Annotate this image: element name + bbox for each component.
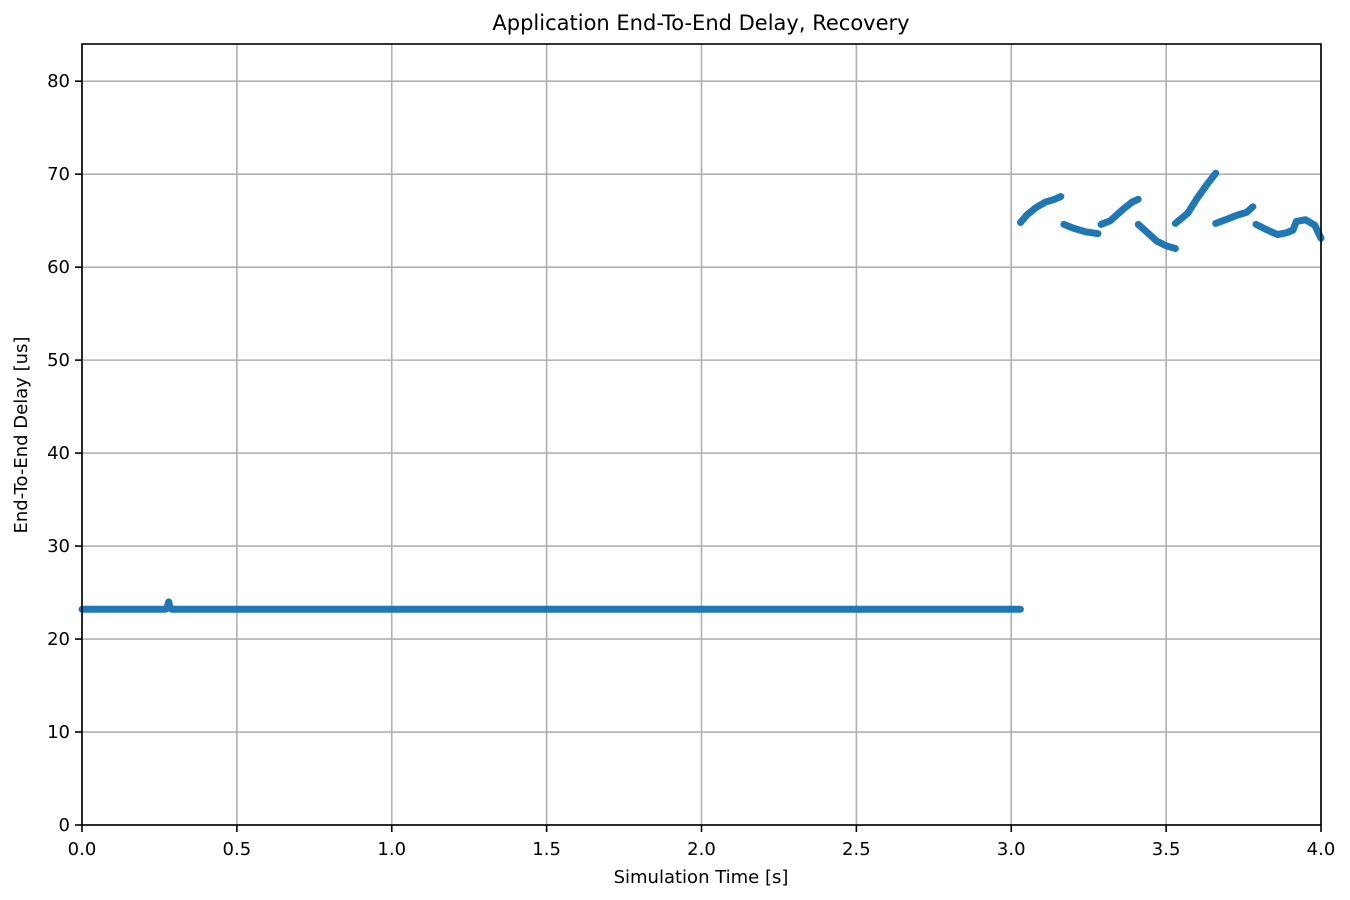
y-tick-label-8: 80 <box>47 71 70 92</box>
series-0-segment-5 <box>1171 169 1220 227</box>
x-tick-label-1: 0.5 <box>223 839 252 860</box>
x-tick-label-8: 4.0 <box>1307 839 1336 860</box>
chart-title: Application End-To-End Delay, Recovery <box>492 11 909 35</box>
series-layer <box>78 169 1325 613</box>
x-tick-label-0: 0.0 <box>68 839 97 860</box>
y-axis-label: End-To-End Delay [us] <box>11 337 32 534</box>
y-tick-label-4: 40 <box>47 443 70 464</box>
x-tick-label-3: 1.5 <box>532 839 561 860</box>
y-tick-label-3: 30 <box>47 536 70 557</box>
x-tick-label-7: 3.5 <box>1152 839 1181 860</box>
series-0-segment-6 <box>1212 203 1257 227</box>
y-tick-label-2: 20 <box>47 629 70 650</box>
y-tick-label-0: 0 <box>59 815 70 836</box>
x-axis-label: Simulation Time [s] <box>614 867 789 888</box>
grid-lines <box>81 44 1322 826</box>
y-tick-label-5: 50 <box>47 350 70 371</box>
series-0-segment-7 <box>1252 216 1325 242</box>
y-tick-label-1: 10 <box>47 722 70 743</box>
series-0-segment-4 <box>1134 220 1179 252</box>
y-axis: 0 10 20 30 40 50 60 70 80 <box>47 71 82 836</box>
x-tick-label-6: 3.0 <box>997 839 1026 860</box>
x-tick-label-5: 2.5 <box>842 839 871 860</box>
series-0-segment-3 <box>1097 195 1142 228</box>
x-tick-label-4: 2.0 <box>687 839 716 860</box>
series-0-segment-2 <box>1060 220 1102 238</box>
x-axis: 0.0 0.5 1.0 1.5 2.0 2.5 3.0 3.5 4.0 <box>68 825 1336 860</box>
series-0-segment-1 <box>1017 193 1065 226</box>
y-tick-label-7: 70 <box>47 164 70 185</box>
y-tick-label-6: 60 <box>47 257 70 278</box>
series-0-segment-0 <box>78 598 1024 613</box>
x-tick-label-2: 1.0 <box>377 839 406 860</box>
